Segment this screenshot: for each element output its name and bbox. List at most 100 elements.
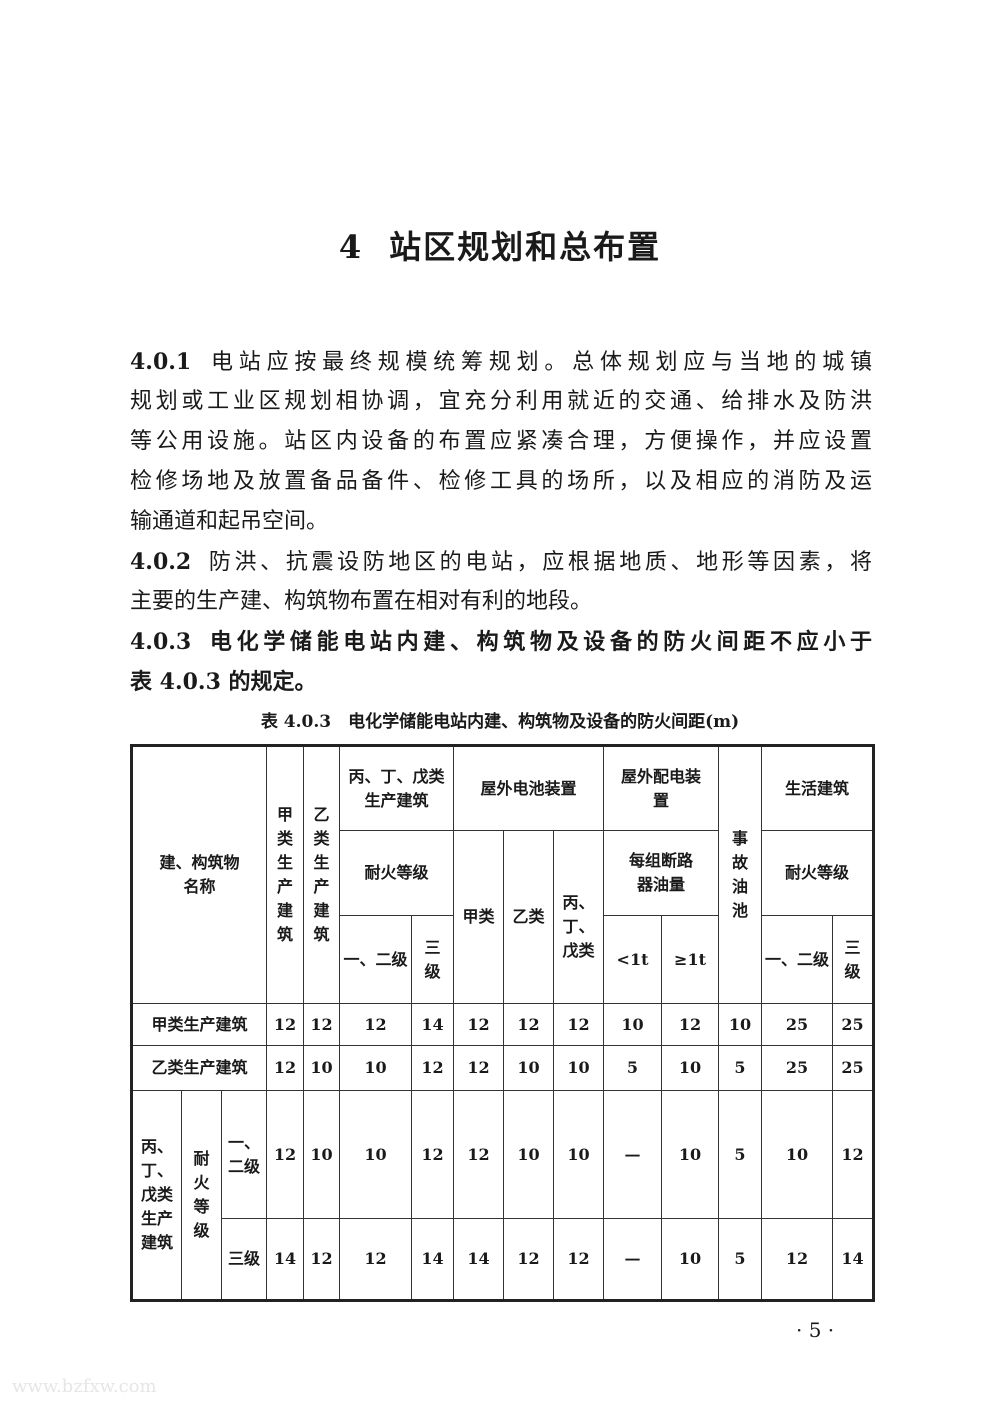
header-bdw: 丙、丁、戊类生产建筑	[339, 745, 454, 831]
text-line: 主要的生产建、构筑物布置在相对有利的地段。	[130, 589, 593, 614]
value-cell: 25	[832, 1045, 874, 1091]
table-row: 乙类生产建筑 12 10 10 12 12 10 10 5 10 5 25 25	[131, 1045, 874, 1091]
value-cell: 12	[503, 1218, 554, 1301]
clause-4-0-2: 4.0.2 防洪、抗震设防地区的电站，应根据地质、地形等因素，将 主要的生产建、构…	[130, 542, 872, 622]
watermark: www.bzfxw.com	[12, 1376, 157, 1397]
table-row: 丙、丁、戊类生产建筑 耐火等级 一、二级 12 10 10 12 12 10 10—10 5 1…	[131, 1090, 874, 1301]
value-cell: 10	[553, 1090, 604, 1219]
header-ge1: ≥1t	[661, 915, 719, 1004]
value-cell: 5	[718, 1090, 762, 1219]
header-lt1: <1t	[603, 915, 662, 1004]
row-subgroup-label: 耐火等级	[181, 1090, 222, 1301]
chapter-title: 4 站区规划和总布置	[0, 222, 1000, 268]
text-line: 防洪、抗震设防地区的电站，应根据地质、地形等因素，将	[205, 550, 872, 575]
header-grade3-living: 三级	[832, 915, 874, 1004]
header-name: 建、构筑物名称	[131, 745, 267, 1004]
clause-4-0-3: 4.0.3 电化学储能电站内建、构筑物及设备的防火间距不应小于 表 4.0.3 的…	[130, 622, 872, 702]
value-cell: 14	[453, 1218, 504, 1301]
row-label: 乙类生产建筑	[131, 1045, 267, 1091]
value-cell: 10	[661, 1045, 719, 1091]
header-battery: 屋外电池装置	[453, 745, 604, 831]
header-fire-rating: 耐火等级	[339, 830, 454, 916]
table-caption: 表 4.0.3 电化学储能电站内建、构筑物及设备的防火间距(m)	[260, 712, 740, 732]
header-bat-bdw: 丙、丁、戊类	[553, 830, 604, 1004]
value-cell: 10	[303, 1045, 340, 1091]
value-cell: 12	[411, 1045, 454, 1091]
value-cell: 12	[339, 1003, 412, 1046]
value-cell: 10	[339, 1045, 412, 1091]
value-cell: 14	[411, 1003, 454, 1046]
clause-4-0-1: 4.0.1 电站应按最终规模统筹规划。总体规划应与当地的城镇 规划或工业区规划相协…	[130, 342, 872, 542]
chapter-number: 4	[338, 228, 364, 266]
value-cell: 12	[411, 1090, 454, 1219]
value-cell: 12	[266, 1003, 304, 1046]
value-cell: 12	[503, 1003, 554, 1046]
fire-distance-table: 建、构筑物名称 甲类生产建筑 乙类生产建筑 丙、丁、戊类生产建筑 屋外电池装置 …	[130, 744, 875, 1302]
value-cell: 14	[832, 1218, 874, 1301]
text-line: 检修场地及放置备品备件、检修工具的场所，以及相应的消防及运	[130, 469, 872, 494]
table-row: 甲类生产建筑 12 12 12 14 12 12 12 10 12 10 25 25	[131, 1003, 874, 1046]
value-cell: 12	[553, 1218, 604, 1301]
value-cell: 10	[553, 1045, 604, 1091]
value-cell: —	[603, 1218, 662, 1301]
value-cell: 12	[453, 1090, 504, 1219]
row-label: 一、二级	[221, 1090, 267, 1219]
value-cell: 12	[553, 1003, 604, 1046]
header-grade12-living: 一、二级	[761, 915, 833, 1004]
clause-number: 4.0.2	[130, 549, 192, 575]
text-line: 电站应按最终规模统筹规划。总体规划应与当地的城镇	[205, 350, 872, 375]
value-cell: 10	[603, 1003, 662, 1046]
header-jia: 甲类生产建筑	[266, 745, 304, 1004]
text-line: 规划或工业区规划相协调，宜充分利用就近的交通、给排水及防洪	[130, 389, 872, 414]
value-cell: 5	[718, 1045, 762, 1091]
page-number: · 5 ·	[796, 1318, 835, 1342]
header-oil-qty: 每组断路器油量	[603, 830, 719, 916]
value-cell: 10	[661, 1090, 719, 1219]
row-label: 甲类生产建筑	[131, 1003, 267, 1046]
header-yi: 乙类生产建筑	[303, 745, 340, 1004]
header-oil-pit: 事故油池	[718, 745, 762, 1004]
value-cell: —	[603, 1090, 662, 1219]
value-cell: 12	[303, 1218, 340, 1301]
value-cell: 10	[761, 1090, 833, 1219]
value-cell: 25	[761, 1045, 833, 1091]
value-cell: 14	[411, 1218, 454, 1301]
value-cell: 10	[503, 1045, 554, 1091]
value-cell: 12	[339, 1218, 412, 1301]
value-cell: 25	[832, 1003, 874, 1046]
value-cell: 14	[266, 1218, 304, 1301]
text-line: 表 4.0.3 的规定。	[130, 669, 317, 695]
text-line: 电化学储能电站内建、构筑物及设备的防火间距不应小于	[205, 629, 872, 655]
value-cell: 10	[661, 1218, 719, 1301]
value-cell: 25	[761, 1003, 833, 1046]
header-grade12: 一、二级	[339, 915, 412, 1004]
value-cell: 12	[266, 1045, 304, 1091]
clause-number: 4.0.3	[130, 629, 192, 655]
value-cell: 12	[266, 1090, 304, 1219]
header-fire-rating-living: 耐火等级	[761, 830, 874, 916]
value-cell: 10	[503, 1090, 554, 1219]
value-cell: 12	[761, 1218, 833, 1301]
text-line: 输通道和起吊空间。	[130, 509, 329, 534]
header-living: 生活建筑	[761, 745, 874, 831]
value-cell: 5	[718, 1218, 762, 1301]
value-cell: 12	[303, 1003, 340, 1046]
value-cell: 10	[339, 1090, 412, 1219]
row-group-label: 丙、丁、戊类生产建筑	[131, 1090, 182, 1301]
text-line: 等公用设施。站区内设备的布置应紧凑合理，方便操作，并应设置	[130, 429, 872, 454]
header-grade3: 三级	[411, 915, 454, 1004]
row-label: 三级	[221, 1218, 267, 1301]
chapter-title-text: 站区规划和总布置	[389, 228, 662, 266]
header-switchgear: 屋外配电装置	[603, 745, 719, 831]
value-cell: 10	[718, 1003, 762, 1046]
header-bat-jia: 甲类	[453, 830, 504, 1004]
value-cell: 12	[453, 1003, 504, 1046]
value-cell: 12	[661, 1003, 719, 1046]
value-cell: 10	[303, 1090, 340, 1219]
value-cell: 12	[453, 1045, 504, 1091]
clause-number: 4.0.1	[130, 349, 192, 375]
value-cell: 5	[603, 1045, 662, 1091]
table-row: 三级 14 12 12 14 14 12 12—10 5 12 14	[132, 1218, 874, 1301]
header-bat-yi: 乙类	[503, 830, 554, 1004]
value-cell: 12	[832, 1090, 874, 1219]
